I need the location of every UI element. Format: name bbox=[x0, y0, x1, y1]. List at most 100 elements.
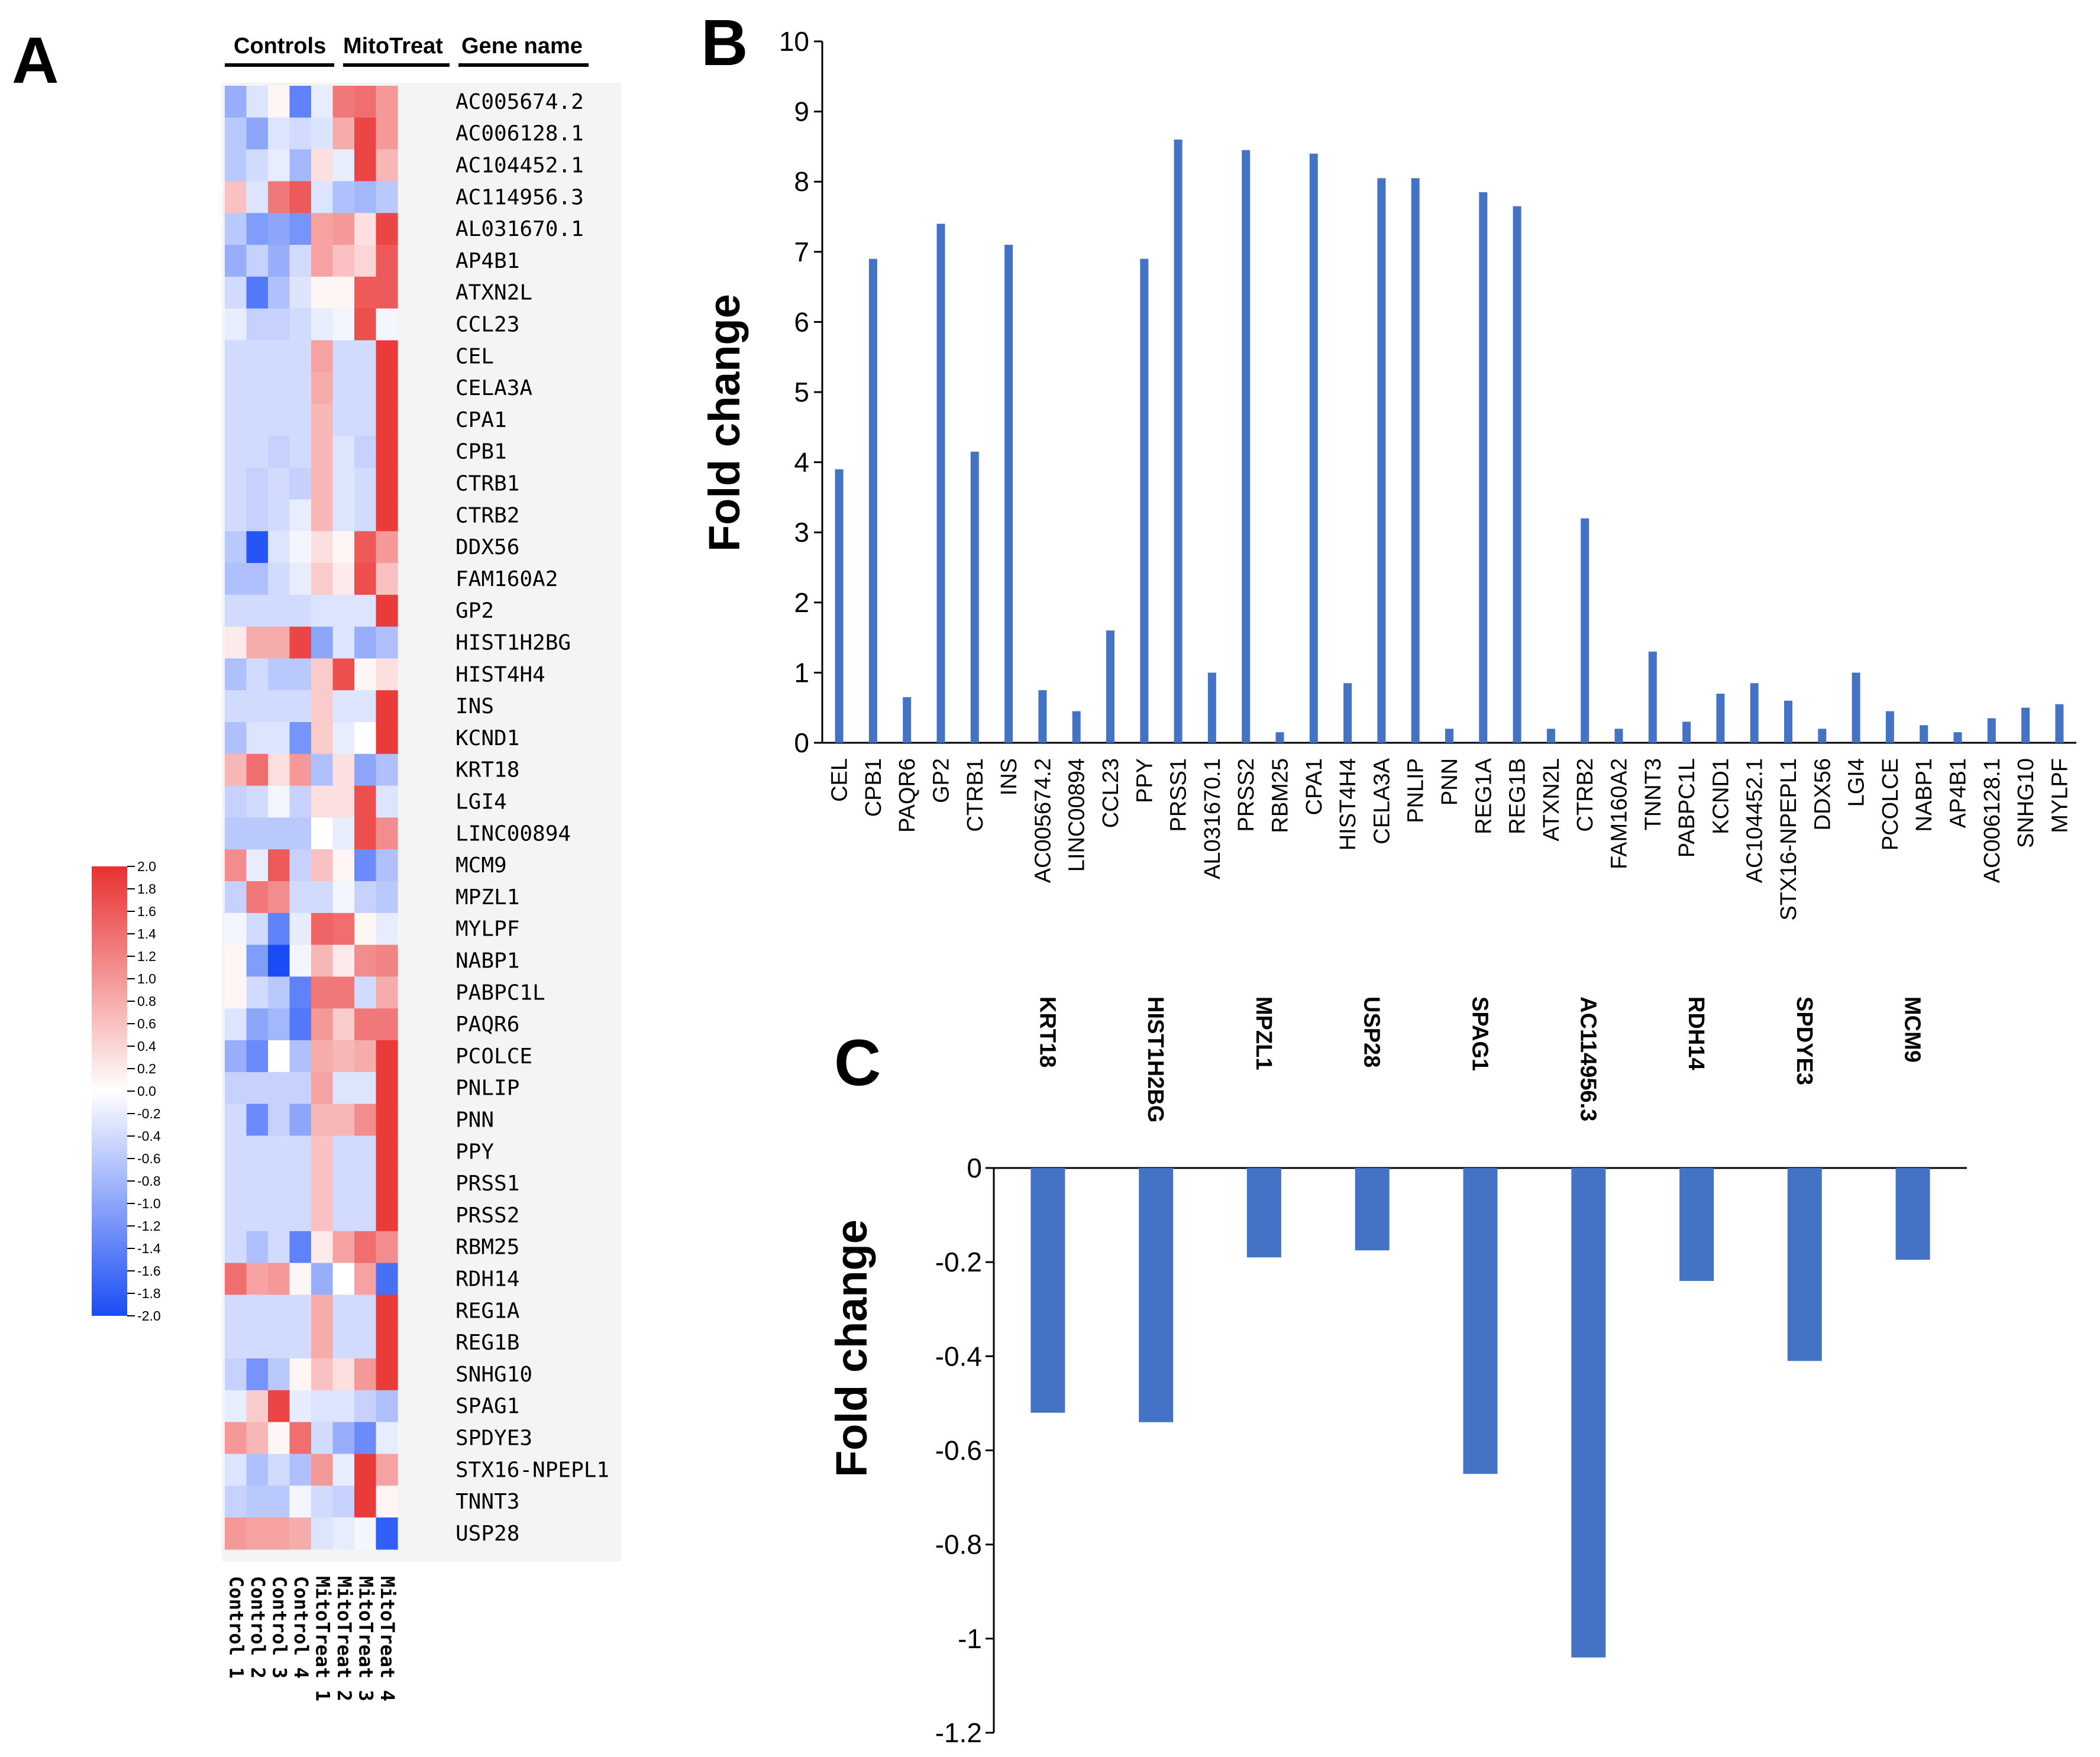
heatmap-cell bbox=[354, 404, 377, 436]
heatmap-cell bbox=[246, 690, 269, 723]
y-tick-label-b: 2 bbox=[794, 587, 809, 618]
heatmap-cell bbox=[225, 913, 247, 946]
colorbar-tick-label: 1.6 bbox=[137, 904, 156, 919]
category-label-b: PPY bbox=[1132, 758, 1157, 803]
heatmap-cell bbox=[289, 563, 312, 596]
bar-b bbox=[1953, 732, 1962, 743]
gene-label: PAQR6 bbox=[455, 1012, 519, 1037]
heatmap-cell bbox=[332, 1390, 355, 1423]
heatmap-cell bbox=[354, 913, 377, 946]
colorbar-tick-label: -1.6 bbox=[137, 1263, 161, 1279]
heatmap-cell bbox=[311, 1486, 334, 1518]
gene-label: RBM25 bbox=[455, 1235, 519, 1260]
bar-b bbox=[1852, 672, 1860, 743]
gene-label: PPY bbox=[455, 1140, 494, 1164]
heatmap-cell bbox=[332, 86, 355, 118]
heatmap-cell bbox=[246, 626, 269, 659]
bar-b bbox=[1750, 683, 1759, 743]
heatmap-cell bbox=[376, 626, 398, 659]
heatmap-cell bbox=[332, 1486, 355, 1518]
heatmap-cell bbox=[225, 1326, 247, 1359]
heatmap-cell bbox=[246, 1263, 269, 1295]
category-label-c: RDH14 bbox=[1684, 996, 1708, 1070]
heatmap-cell bbox=[225, 276, 247, 309]
gene-label: PNN bbox=[455, 1108, 494, 1132]
heatmap-cell bbox=[354, 1231, 377, 1264]
gene-label: DDX56 bbox=[455, 535, 519, 559]
heatmap-cell bbox=[246, 372, 269, 405]
category-label-b: KCND1 bbox=[1708, 758, 1733, 834]
sample-label: MitoTreat 1 bbox=[311, 1576, 334, 1701]
heatmap-cell bbox=[311, 404, 334, 436]
heatmap-cells bbox=[225, 86, 398, 1550]
category-label-b: FAM160A2 bbox=[1607, 758, 1632, 869]
heatmap-cell bbox=[225, 213, 247, 245]
heatmap-cell bbox=[268, 944, 290, 977]
heatmap-cell bbox=[354, 435, 377, 468]
header-gene-name: Gene name bbox=[461, 34, 583, 59]
heatmap-cell bbox=[268, 276, 290, 309]
category-label-b: ATXN2L bbox=[1539, 758, 1564, 842]
heatmap-cell bbox=[376, 913, 398, 946]
category-label-b: PNN bbox=[1437, 758, 1462, 805]
heatmap-cell bbox=[311, 531, 334, 564]
heatmap-cell bbox=[376, 181, 398, 213]
heatmap-cell bbox=[268, 753, 290, 787]
heatmap-cell bbox=[354, 626, 377, 659]
heatmap-cell bbox=[311, 626, 334, 659]
heatmap-cell bbox=[246, 308, 269, 341]
y-tick-label-c: -0.8 bbox=[935, 1529, 982, 1560]
colorbar-tick-label: 1.2 bbox=[137, 949, 156, 964]
heatmap-cell bbox=[332, 213, 355, 245]
bar-b bbox=[1377, 178, 1386, 743]
gene-label: AP4B1 bbox=[455, 249, 519, 273]
heatmap-cell bbox=[332, 531, 355, 564]
colorbar-ticks: 2.0 1.8 1.6 1.4 1.2 1.0 0.8 0.6 0.4 0.2 0.0 -0.2 -0.… bbox=[127, 859, 161, 1324]
heatmap-cell bbox=[225, 1486, 247, 1518]
heatmap-cell bbox=[311, 276, 334, 309]
heatmap-cell bbox=[376, 86, 398, 118]
colorbar-tick-label: 0.4 bbox=[137, 1038, 156, 1054]
category-label-b: MYLPF bbox=[2047, 758, 2072, 833]
heatmap-cell bbox=[332, 626, 355, 659]
sample-label: MitoTreat 2 bbox=[333, 1576, 356, 1701]
heatmap-cell bbox=[376, 149, 398, 182]
bar-b bbox=[1038, 690, 1047, 743]
colorbar-tick-label: -2.0 bbox=[137, 1308, 161, 1324]
heatmap-cell bbox=[332, 817, 355, 850]
category-label-b: PNLIP bbox=[1404, 758, 1429, 823]
gene-label: LINC00894 bbox=[455, 821, 571, 846]
heatmap-cell bbox=[376, 1454, 398, 1486]
heatmap-cell bbox=[354, 213, 377, 245]
heatmap-cell bbox=[376, 340, 398, 373]
category-label-b: TNNT3 bbox=[1641, 758, 1666, 830]
bar-c bbox=[1463, 1168, 1498, 1474]
heatmap-cell bbox=[311, 1263, 334, 1295]
heatmap-cell bbox=[289, 690, 312, 723]
heatmap-cell bbox=[332, 1072, 355, 1105]
heatmap-cell bbox=[225, 499, 247, 532]
heatmap-cell bbox=[225, 849, 247, 882]
heatmap-cell bbox=[332, 276, 355, 309]
category-label-b: AC005674.2 bbox=[1030, 758, 1055, 883]
heatmap-cell bbox=[376, 1167, 398, 1200]
heatmap-cell bbox=[268, 1486, 290, 1518]
heatmap-cell bbox=[268, 149, 290, 182]
heatmap-cell bbox=[289, 499, 312, 532]
bar-b bbox=[1140, 258, 1149, 743]
heatmap-cell bbox=[311, 1135, 334, 1168]
bar-b bbox=[1614, 729, 1623, 743]
colorbar-tick-label: -0.6 bbox=[137, 1151, 161, 1166]
heatmap-cell bbox=[268, 1358, 290, 1391]
colorbar-tick-label: 0.8 bbox=[137, 994, 156, 1009]
sample-label: Control 3 bbox=[268, 1576, 290, 1678]
heatmap-cell bbox=[332, 1422, 355, 1454]
heatmap-cell bbox=[354, 1040, 377, 1073]
bars-c bbox=[1030, 1168, 1930, 1658]
heatmap-cell bbox=[332, 149, 355, 182]
heatmap-cell bbox=[354, 1167, 377, 1200]
heatmap-cell bbox=[354, 340, 377, 373]
heatmap-cell bbox=[246, 117, 269, 150]
heatmap-cell bbox=[225, 1072, 247, 1105]
